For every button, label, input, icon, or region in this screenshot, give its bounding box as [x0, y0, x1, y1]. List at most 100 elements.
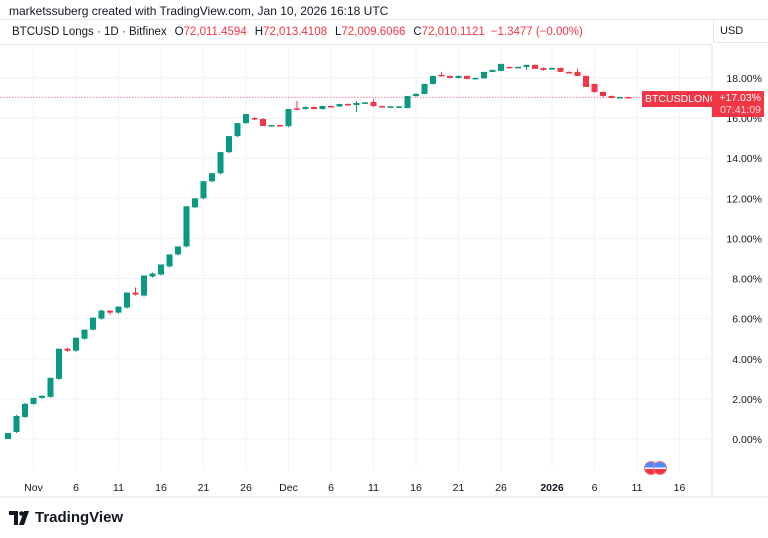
- candle-body: [336, 103, 343, 107]
- candle-body: [124, 292, 130, 308]
- candle-body: [617, 96, 623, 99]
- candle-body: [447, 75, 453, 78]
- x-tick-label: 16: [410, 482, 422, 494]
- us-flag-event-icon[interactable]: [653, 461, 667, 475]
- candle-body: [472, 77, 479, 80]
- bar-countdown: 07:41:09: [720, 104, 761, 116]
- candle-body: [404, 95, 411, 109]
- x-tick-label: Dec: [279, 482, 298, 494]
- candle-body: [591, 83, 598, 92]
- y-tick-label: 14.00%: [726, 153, 762, 165]
- candle-body: [498, 63, 504, 71]
- candle-body: [608, 95, 615, 98]
- candle-body: [268, 125, 275, 127]
- candle-body: [600, 91, 606, 96]
- close-value: 72,010.1121: [421, 26, 485, 38]
- x-tick-label: Nov: [24, 482, 43, 494]
- tradingview-logo-icon: [9, 510, 29, 525]
- candle-body: [413, 93, 419, 96]
- candle-body: [481, 71, 487, 79]
- candle-body: [81, 329, 88, 339]
- low-label: L: [335, 26, 342, 38]
- close-label: C: [413, 26, 422, 38]
- candle-body: [192, 198, 198, 208]
- y-tick-label: 4.00%: [732, 354, 762, 366]
- last-price-label: +17.03% 07:41:09: [712, 91, 764, 117]
- logo-text: TradingView: [35, 509, 124, 526]
- candle-body: [515, 66, 521, 69]
- candle-body: [540, 67, 547, 70]
- tradingview-logo[interactable]: TradingView: [9, 509, 123, 526]
- candle-body: [56, 348, 62, 379]
- candle-body: [234, 123, 241, 137]
- candle-body: [90, 317, 96, 330]
- candle-body: [158, 264, 164, 275]
- candle-body: [132, 292, 139, 295]
- x-tick-label: 2026: [540, 482, 564, 494]
- x-tick-label: 11: [632, 482, 643, 494]
- x-tick-label: 6: [592, 482, 598, 494]
- candle-body: [506, 66, 513, 69]
- candle-body: [175, 246, 181, 255]
- candle-body: [115, 306, 122, 313]
- candle-body: [294, 108, 300, 110]
- candle-body: [370, 101, 377, 107]
- y-tick-label: 10.00%: [726, 233, 762, 245]
- candle-body: [39, 395, 45, 398]
- candle-body: [311, 107, 317, 110]
- candle-body: [302, 107, 309, 110]
- x-tick-label: 11: [113, 482, 124, 494]
- y-tick-label: 18.00%: [726, 73, 762, 85]
- x-tick-label: 11: [368, 482, 379, 494]
- candle-body: [353, 102, 360, 106]
- currency-button[interactable]: USD: [713, 19, 768, 43]
- candle-body: [141, 275, 147, 296]
- y-tick-label: 8.00%: [732, 274, 762, 286]
- y-tick-label: 6.00%: [732, 314, 762, 326]
- candle-body: [583, 75, 589, 87]
- candlestick-chart[interactable]: 0.00% 2.00% 4.00% 6.00% 8.00% 10.00% 12.00% 14.…: [0, 0, 768, 500]
- candle-body: [149, 273, 156, 277]
- change-value: −1.3477 (−0.00%): [490, 26, 583, 38]
- candle-body: [30, 397, 37, 404]
- x-tick-label: 21: [453, 482, 465, 494]
- candle-body: [22, 403, 28, 417]
- candle-body: [523, 64, 530, 67]
- candle-body: [260, 119, 266, 127]
- candle-body: [107, 310, 113, 313]
- x-tick-label: 6: [328, 482, 334, 494]
- candle-body: [489, 69, 496, 72]
- candle-body: [438, 74, 445, 77]
- open-value: 72,011.4594: [183, 26, 247, 38]
- candle-body: [362, 102, 368, 104]
- candle-body: [328, 106, 334, 108]
- candle-body: [166, 254, 173, 267]
- candle-body: [532, 64, 538, 69]
- symbol-info[interactable]: BTCUSD Longs · 1D · Bitfinex: [12, 26, 167, 38]
- y-tick-label: 2.00%: [732, 394, 762, 406]
- x-tick-label: 26: [495, 482, 507, 494]
- candle-body: [251, 118, 258, 120]
- last-price-value: +17.03%: [719, 92, 761, 104]
- x-tick-label: 16: [674, 482, 686, 494]
- high-label: H: [254, 26, 264, 38]
- open-label: O: [174, 26, 184, 38]
- x-tick-label: 21: [198, 482, 210, 494]
- candle-body: [421, 83, 428, 94]
- x-tick-label: 6: [73, 482, 79, 494]
- candle-body: [345, 103, 351, 106]
- y-tick-label: 0.00%: [732, 434, 762, 446]
- candle-body: [277, 125, 283, 127]
- candle-body: [47, 377, 54, 397]
- candle-body: [566, 71, 572, 74]
- candle-body: [387, 106, 394, 108]
- candle-body: [319, 106, 326, 110]
- candle-body: [430, 75, 436, 84]
- candle-body: [13, 415, 20, 432]
- candle-body: [209, 173, 215, 182]
- ohlc-header: BTCUSD Longs · 1D · Bitfinex O 72,011.459…: [0, 19, 712, 45]
- symbol-price-tag: BTCUSDLONGS: [642, 91, 728, 107]
- candle-body: [5, 432, 11, 439]
- candle-body: [64, 348, 71, 351]
- candle-body: [625, 96, 632, 99]
